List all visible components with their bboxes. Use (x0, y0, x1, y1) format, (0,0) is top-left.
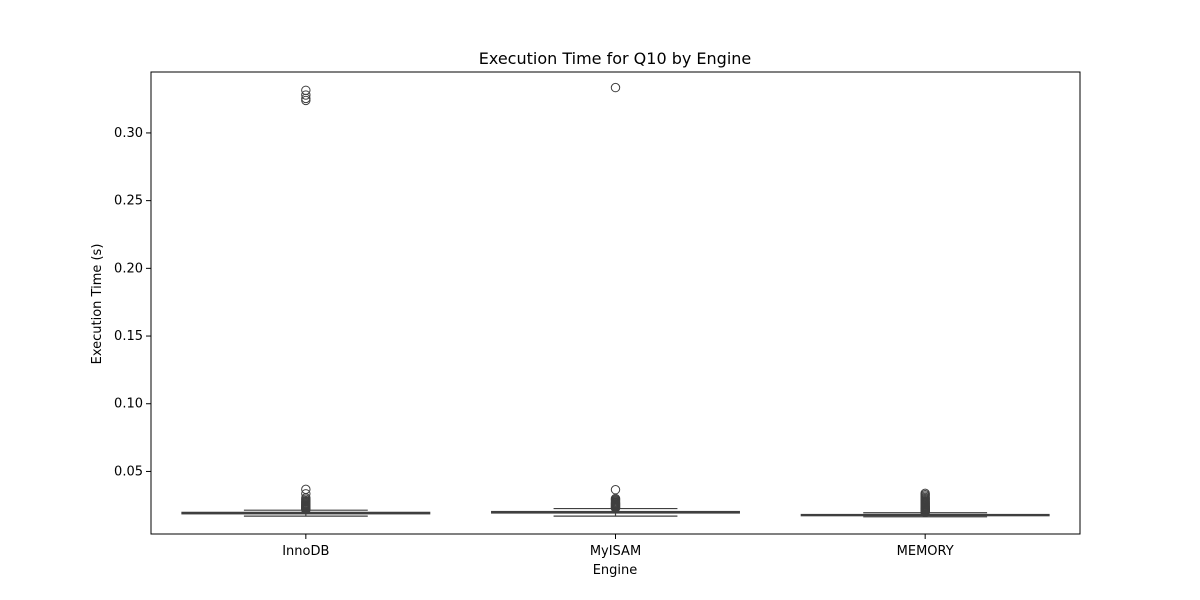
outlier-point (610, 82, 621, 93)
plot-area: 0.05 0.10 0.15 0.20 0.25 0.30 InnoDB MyISAM MEMO… (114, 71, 1081, 559)
y-tick-label: 0.05 (114, 464, 143, 479)
y-axis-label: Execution Time (s) (90, 244, 105, 365)
chart-title: Execution Time for Q10 by Engine (479, 49, 752, 68)
y-tick-label: 0.20 (114, 261, 143, 276)
y-tick-label: 0.15 (114, 329, 143, 344)
y-tick-label: 0.10 (114, 397, 143, 412)
x-tick-label: MyISAM (590, 544, 641, 559)
outlier-point (301, 489, 311, 499)
outlier-point (301, 90, 311, 100)
x-axis-label: Engine (593, 563, 638, 578)
y-tick-label: 0.30 (114, 126, 143, 141)
x-tick-label: InnoDB (282, 544, 329, 559)
plot-frame (150, 71, 1081, 535)
x-tick-label: MEMORY (897, 544, 954, 559)
outlier-point (920, 488, 930, 499)
outlier-point (301, 85, 311, 95)
y-tick-label: 0.25 (114, 194, 143, 209)
outlier-point (610, 485, 621, 495)
outlier-point (301, 484, 311, 495)
